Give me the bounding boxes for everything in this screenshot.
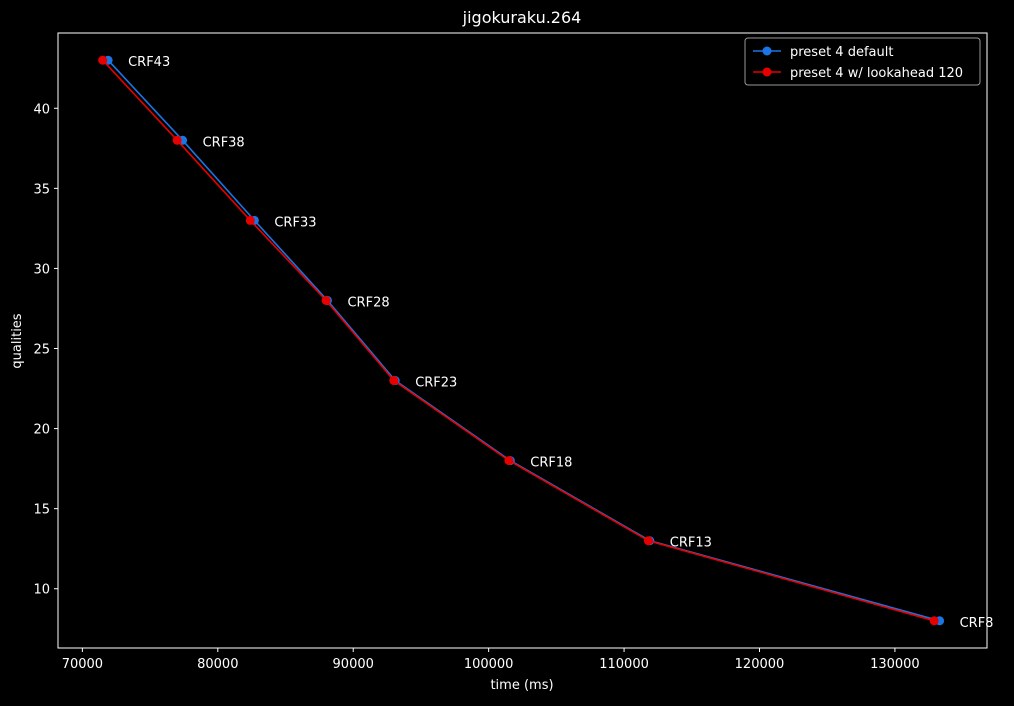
y-tick-label: 20 xyxy=(33,423,50,438)
y-axis-label: qualities xyxy=(10,313,25,368)
point-annotation: CRF13 xyxy=(670,536,712,551)
plot-area: 70000 80000 90000 100000 110000 120000 130000 1… xyxy=(33,32,994,672)
x-axis-label: time (ms) xyxy=(490,678,553,693)
x-tick-label: 80000 xyxy=(197,657,238,672)
point-annotation: CRF8 xyxy=(960,616,994,631)
y-tick-label: 15 xyxy=(33,503,50,518)
y-tick-label: 35 xyxy=(33,182,50,197)
legend-swatch-marker xyxy=(762,46,772,56)
legend-box xyxy=(744,37,981,86)
data-point-series-2 xyxy=(389,376,399,386)
x-tick-label: 70000 xyxy=(62,657,103,672)
point-annotation: CRF33 xyxy=(274,215,316,230)
series-line-2 xyxy=(102,59,935,622)
data-point-series-2 xyxy=(643,536,653,546)
data-point-series-2 xyxy=(245,215,255,225)
x-tick-label: 130000 xyxy=(870,657,920,672)
y-tick-label: 30 xyxy=(33,262,50,277)
x-tick-label: 100000 xyxy=(464,657,514,672)
y-tick-label: 10 xyxy=(33,583,50,598)
x-tick-label: 120000 xyxy=(735,657,785,672)
plot-frame xyxy=(57,32,988,649)
point-annotation: CRF28 xyxy=(347,295,389,310)
x-tick-label: 110000 xyxy=(599,657,649,672)
data-point-series-2 xyxy=(172,135,182,145)
point-annotation: CRF38 xyxy=(203,135,245,150)
chart-title: jigokuraku.264 xyxy=(462,8,582,27)
legend-entry-label: preset 4 default xyxy=(790,45,893,60)
data-point-series-2 xyxy=(98,55,108,65)
legend: preset 4 default preset 4 w/ lookahead 12… xyxy=(744,37,981,86)
data-point-series-2 xyxy=(321,295,331,305)
legend-swatch-marker xyxy=(762,67,772,77)
point-annotation: CRF18 xyxy=(530,456,572,471)
y-tick-label: 25 xyxy=(33,343,50,358)
point-annotation: CRF23 xyxy=(415,376,457,391)
point-annotation: CRF43 xyxy=(128,55,170,70)
data-point-series-2 xyxy=(504,456,514,466)
data-point-series-2 xyxy=(929,616,939,626)
legend-entry-label: preset 4 w/ lookahead 120 xyxy=(790,66,963,81)
y-tick-label: 40 xyxy=(33,102,50,117)
x-tick-label: 90000 xyxy=(333,657,374,672)
